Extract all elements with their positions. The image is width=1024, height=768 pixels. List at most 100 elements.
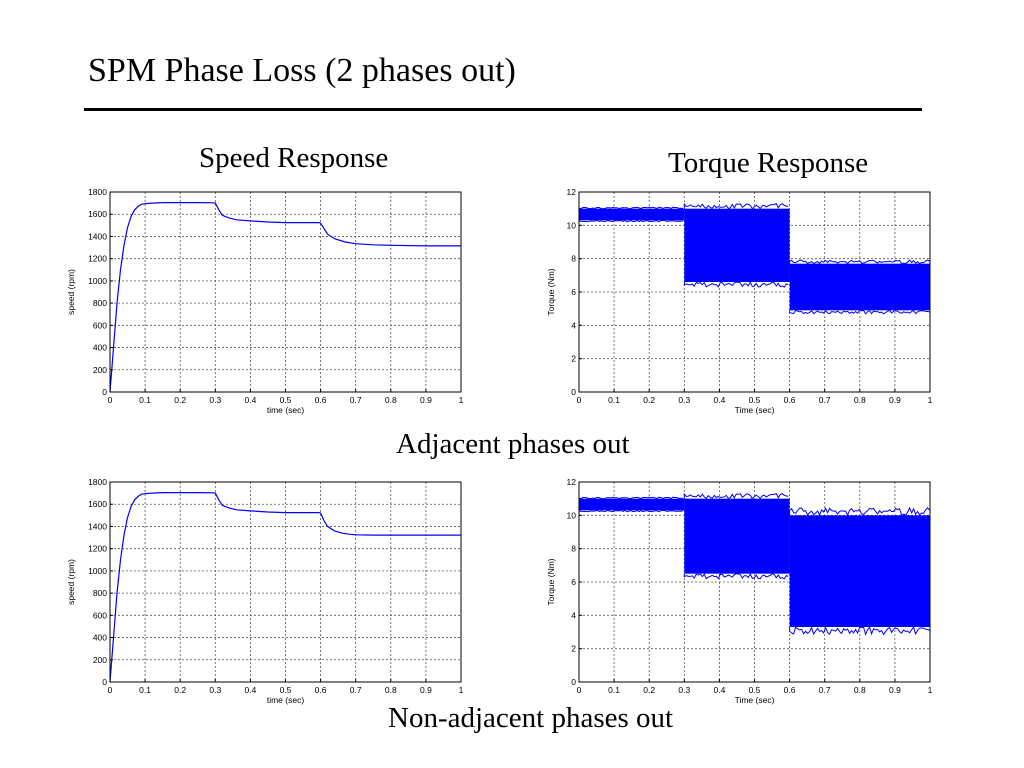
torque-ripple-band xyxy=(579,208,685,221)
y-tick-label: 1800 xyxy=(88,187,107,197)
y-tick-label: 0 xyxy=(571,677,576,687)
speed-trace xyxy=(109,202,461,393)
y-tick-label: 600 xyxy=(93,320,107,330)
y-tick-label: 800 xyxy=(93,298,107,308)
y-tick-label: 6 xyxy=(571,287,576,297)
plot-frame xyxy=(109,481,462,683)
y-tick-label: 400 xyxy=(93,343,107,353)
speed-heading: Speed Response xyxy=(199,142,389,174)
y-tick-label: 2 xyxy=(571,644,576,654)
x-tick-label: 0.3 xyxy=(209,395,221,405)
y-tick-label: 10 xyxy=(567,510,577,520)
x-tick-label: 0.7 xyxy=(350,395,362,405)
x-tick-label: 0.6 xyxy=(315,395,327,405)
x-axis-label: Time (sec) xyxy=(735,695,775,705)
x-tick-label: 0.5 xyxy=(749,685,761,695)
torque-ripple-edge xyxy=(683,572,789,580)
x-tick-label: 1 xyxy=(459,395,464,405)
x-tick-label: 0.9 xyxy=(420,395,432,405)
torque-ripple-band xyxy=(789,263,930,311)
speed-adjacent-chart: 0 0.1 0.2 0.3 0.4 0.5 0.6 0.7 0.8 0.9 1 0 200 400 600 8… xyxy=(66,187,464,415)
x-tick-label: 1 xyxy=(928,395,933,405)
x-tick-label: 0.3 xyxy=(209,685,221,695)
torque-ripple-edge xyxy=(683,492,789,500)
x-tick-label: 0.2 xyxy=(174,685,186,695)
torque-heading: Torque Response xyxy=(668,147,869,179)
torque-ripple-edge xyxy=(578,206,684,210)
x-tick-label: 0.1 xyxy=(608,685,620,695)
x-tick-label: 0.5 xyxy=(280,685,292,695)
slide-title: SPM Phase Loss (2 phases out) xyxy=(88,52,516,89)
torque-ripple-edge xyxy=(683,281,789,288)
x-tick-label: 0.1 xyxy=(139,685,151,695)
x-tick-label: 0.8 xyxy=(385,395,397,405)
y-tick-label: 200 xyxy=(93,655,107,665)
y-tick-label: 4 xyxy=(571,320,576,330)
x-tick-label: 0.2 xyxy=(643,395,655,405)
adjacent-caption: Adjacent phases out xyxy=(396,428,630,460)
y-tick-label: 0 xyxy=(102,387,107,397)
torque-ripple-band xyxy=(684,208,790,282)
torque-ripple-edge xyxy=(789,506,930,517)
x-tick-label: 0.5 xyxy=(280,395,292,405)
speed-trace xyxy=(109,492,461,683)
x-tick-label: 0.4 xyxy=(244,395,256,405)
y-tick-label: 600 xyxy=(93,610,107,620)
y-tick-label: 1200 xyxy=(88,254,107,264)
torque-ripple-edge xyxy=(578,219,684,223)
x-tick-label: 0.2 xyxy=(643,685,655,695)
y-tick-label: 1400 xyxy=(88,231,107,241)
x-tick-label: 0.8 xyxy=(854,395,866,405)
x-tick-label: 0 xyxy=(108,685,113,695)
x-tick-label: 0.6 xyxy=(784,395,796,405)
plot-frame xyxy=(578,481,931,683)
x-tick-label: 0 xyxy=(577,395,582,405)
plot-frame xyxy=(109,191,462,393)
x-tick-label: 0.4 xyxy=(713,395,725,405)
x-tick-label: 0.8 xyxy=(385,685,397,695)
x-tick-label: 0.7 xyxy=(819,685,831,695)
y-tick-label: 400 xyxy=(93,633,107,643)
y-tick-label: 1600 xyxy=(88,209,107,219)
x-tick-label: 0.5 xyxy=(749,395,761,405)
title-rule xyxy=(84,108,922,111)
y-tick-label: 12 xyxy=(567,187,577,197)
x-tick-label: 1 xyxy=(928,685,933,695)
x-tick-label: 0.9 xyxy=(420,685,432,695)
x-tick-label: 0.6 xyxy=(784,685,796,695)
x-tick-label: 0.9 xyxy=(889,395,901,405)
x-tick-label: 0.3 xyxy=(678,685,690,695)
x-tick-label: 0.1 xyxy=(139,395,151,405)
torque-ripple-edge xyxy=(683,202,789,210)
y-tick-label: 1800 xyxy=(88,477,107,487)
torque-ripple-band xyxy=(789,515,930,627)
y-tick-label: 1200 xyxy=(88,544,107,554)
y-tick-label: 0 xyxy=(102,677,107,687)
y-tick-label: 1600 xyxy=(88,499,107,509)
y-tick-label: 800 xyxy=(93,588,107,598)
x-tick-label: 0.2 xyxy=(174,395,186,405)
torque-adjacent-chart: 0 0.1 0.2 0.3 0.4 0.5 0.6 0.7 0.8 0.9 1024681012Ti… xyxy=(546,187,933,415)
x-tick-label: 0.1 xyxy=(608,395,620,405)
y-tick-label: 1000 xyxy=(88,566,107,576)
torque-ripple-edge xyxy=(789,259,930,265)
x-tick-label: 1 xyxy=(459,685,464,695)
x-tick-label: 0.9 xyxy=(889,685,901,695)
plot-frame xyxy=(578,191,931,393)
x-axis-label: time (sec) xyxy=(267,695,304,705)
y-tick-label: 10 xyxy=(567,220,577,230)
y-tick-label: 1000 xyxy=(88,276,107,286)
y-tick-label: 200 xyxy=(93,365,107,375)
x-tick-label: 0 xyxy=(108,395,113,405)
x-tick-label: 0 xyxy=(577,685,582,695)
torque-ripple-edge xyxy=(789,309,930,315)
speed-non-adjacent-chart: 0 0.1 0.2 0.3 0.4 0.5 0.6 0.7 0.8 0.9 1 0 200 400 600 8… xyxy=(66,477,464,705)
x-tick-label: 0.4 xyxy=(244,685,256,695)
x-tick-label: 0.3 xyxy=(678,395,690,405)
torque-ripple-band xyxy=(579,498,685,511)
torque-ripple-edge xyxy=(789,626,930,636)
torque-ripple-edge xyxy=(578,496,684,500)
x-axis-label: Time (sec) xyxy=(735,405,775,415)
y-tick-label: 12 xyxy=(567,477,577,487)
y-tick-label: 8 xyxy=(571,544,576,554)
